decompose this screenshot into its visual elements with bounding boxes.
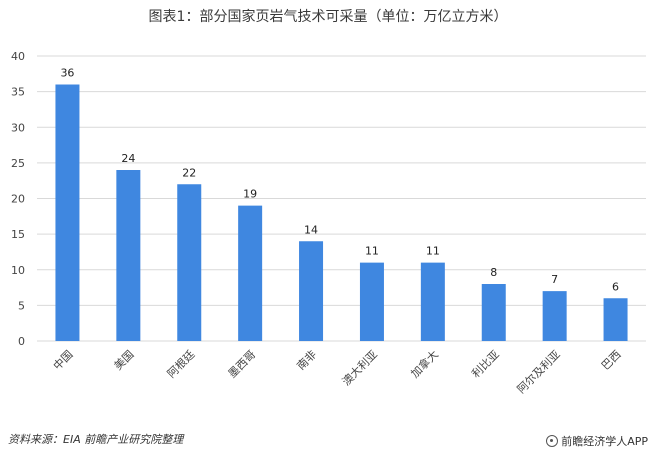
category-label: 澳大利亚 — [339, 347, 380, 388]
qianzhan-logo-icon — [546, 435, 559, 447]
bar-6 — [420, 262, 445, 341]
bar-2 — [177, 184, 202, 341]
brand-label: 前瞻经济学人APP — [561, 435, 648, 448]
bar-4 — [299, 241, 324, 341]
y-tick-label: 15 — [11, 228, 25, 241]
y-tick-label: 5 — [18, 299, 25, 312]
chart-title: 图表1：部分国家页岩气技术可采量（单位：万亿立方米） — [148, 9, 508, 25]
value-label: 7 — [551, 273, 558, 286]
bar-0 — [55, 84, 80, 341]
y-tick-label: 40 — [11, 50, 25, 63]
y-tick-label: 25 — [11, 157, 25, 170]
y-axis-ticks: 0 5 10 15 20 25 30 35 40 — [11, 50, 25, 348]
category-labels: 中国 美国 阿根廷 墨西哥 南非 澳大利亚 加拿大 利比亚 阿尔及利亚 巴西 — [51, 347, 624, 396]
category-label: 美国 — [112, 348, 137, 373]
value-label: 19 — [243, 188, 257, 201]
bars — [55, 84, 628, 341]
value-label: 36 — [60, 67, 74, 80]
category-label: 阿根廷 — [164, 347, 197, 380]
bar-1 — [116, 170, 141, 341]
category-label: 阿尔及利亚 — [515, 348, 563, 396]
category-label: 中国 — [51, 348, 76, 373]
y-tick-label: 20 — [11, 193, 25, 206]
bar-7 — [481, 284, 506, 341]
y-tick-label: 35 — [11, 86, 25, 99]
category-label: 巴西 — [599, 348, 624, 373]
value-label: 11 — [426, 245, 440, 258]
y-tick-label: 0 — [18, 335, 25, 348]
bar-9 — [603, 298, 628, 341]
gridlines — [37, 55, 646, 342]
category-label: 墨西哥 — [226, 348, 259, 381]
brand-credit: 前瞻经济学人APP — [546, 433, 648, 449]
value-label: 14 — [304, 223, 318, 236]
y-tick-label: 10 — [11, 264, 25, 277]
bar-3 — [238, 205, 263, 341]
value-label: 6 — [612, 280, 619, 293]
category-label: 加拿大 — [408, 347, 441, 380]
value-label: 11 — [365, 245, 379, 258]
category-label: 南非 — [294, 348, 319, 373]
bar-5 — [359, 262, 384, 341]
value-label: 22 — [182, 166, 196, 179]
value-label: 24 — [121, 152, 135, 165]
value-label: 8 — [490, 266, 497, 279]
bar-8 — [542, 291, 567, 341]
source-note: 资料来源：EIA 前瞻产业研究院整理 — [8, 433, 184, 446]
category-label: 利比亚 — [469, 348, 502, 381]
value-labels: 36 24 22 19 14 11 11 8 7 6 — [60, 67, 619, 294]
y-tick-label: 30 — [11, 121, 25, 134]
